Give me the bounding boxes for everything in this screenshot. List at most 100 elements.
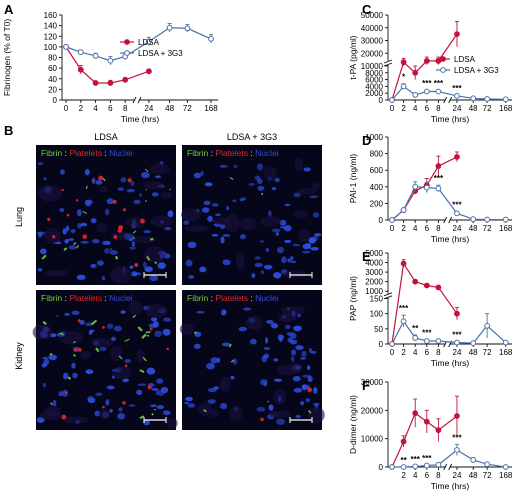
data-point bbox=[435, 88, 442, 95]
legend-label: LDSA bbox=[454, 55, 476, 64]
fibrin-stain bbox=[168, 188, 171, 191]
nucleus-stain bbox=[129, 265, 134, 269]
y-axis-label: Fibrinogen (% of T0) bbox=[2, 19, 12, 96]
nucleus-stain bbox=[106, 198, 115, 205]
y-tick-label: 5000 bbox=[365, 249, 383, 258]
nucleus-stain bbox=[68, 238, 74, 241]
nucleus-stain bbox=[263, 346, 271, 351]
x-tick-label: 4 bbox=[413, 348, 418, 357]
x-tick-label: 4 bbox=[93, 104, 98, 113]
x-tick-label: 8 bbox=[436, 104, 441, 113]
x-tick-label: 8 bbox=[123, 104, 128, 113]
platelet-stain bbox=[73, 348, 78, 352]
nucleus-stain bbox=[164, 226, 172, 231]
data-point bbox=[63, 43, 69, 50]
tissue-shading bbox=[136, 349, 145, 363]
nucleus-stain bbox=[97, 260, 104, 266]
significance-mark: *** bbox=[452, 201, 462, 210]
y-axis-break-mark bbox=[383, 59, 393, 64]
data-point bbox=[208, 36, 214, 42]
nucleus-stain bbox=[138, 193, 143, 197]
data-point bbox=[470, 457, 477, 463]
fibrin-stain bbox=[72, 353, 77, 357]
fibrin-stain bbox=[124, 338, 130, 342]
legend-label: LDSA + 3G3 bbox=[138, 49, 183, 58]
data-point bbox=[484, 216, 491, 223]
nucleus-stain bbox=[99, 346, 107, 352]
y-tick-label: 20000 bbox=[361, 406, 384, 415]
fibrin-stain bbox=[118, 355, 123, 360]
series-ldsa-3g3 bbox=[63, 23, 214, 65]
nucleus-stain bbox=[260, 270, 265, 274]
nucleus-stain bbox=[276, 418, 286, 425]
fibrin-stain bbox=[193, 331, 197, 335]
significance-mark: *** bbox=[411, 455, 421, 464]
data-point bbox=[435, 163, 442, 169]
x-tick-label: 48 bbox=[469, 471, 478, 480]
data-point bbox=[454, 93, 460, 99]
nucleus-stain bbox=[37, 162, 44, 166]
x-tick-label: 24 bbox=[144, 104, 153, 113]
nucleus-stain bbox=[279, 225, 287, 229]
data-point bbox=[502, 96, 509, 103]
fibrin-stain bbox=[203, 409, 207, 413]
stain-legend-item: : bbox=[248, 293, 255, 303]
nucleus-stain bbox=[216, 357, 221, 363]
x-tick-label: 4 bbox=[413, 104, 418, 113]
data-point bbox=[400, 59, 407, 66]
data-point bbox=[423, 282, 430, 289]
nucleus-stain bbox=[199, 266, 207, 273]
y-tick-label: 3000 bbox=[365, 268, 383, 277]
data-point bbox=[400, 318, 407, 325]
nucleus-stain bbox=[301, 350, 307, 357]
series-line bbox=[391, 412, 458, 468]
panel-label: C bbox=[362, 2, 372, 17]
fibrin-stain bbox=[95, 347, 100, 353]
nucleus-stain bbox=[58, 391, 64, 397]
fibrin-stain bbox=[146, 334, 150, 337]
stain-legend-item: Fibrin bbox=[41, 148, 63, 158]
x-axis-label: Time (hrs) bbox=[431, 234, 470, 244]
nucleus-stain bbox=[279, 219, 287, 226]
x-tick-label: 6 bbox=[425, 471, 430, 480]
x-tick-label: 72 bbox=[183, 104, 192, 113]
nucleus-stain bbox=[72, 372, 78, 379]
nucleus-stain bbox=[156, 405, 165, 410]
tissue-shading bbox=[311, 182, 320, 191]
fibrin-stain bbox=[49, 352, 53, 356]
nucleus-stain bbox=[71, 362, 76, 369]
data-point bbox=[502, 216, 509, 223]
stain-legend-item: Platelets bbox=[69, 148, 102, 158]
nucleus-stain bbox=[120, 177, 127, 183]
nucleus-stain bbox=[219, 223, 226, 230]
x-axis-break-gap bbox=[445, 217, 450, 223]
nucleus-stain bbox=[42, 382, 47, 388]
fibrin-stain bbox=[132, 314, 137, 319]
nucleus-stain bbox=[276, 246, 285, 254]
x-tick-label: 2 bbox=[401, 104, 406, 113]
x-axis-label: Time (hrs) bbox=[431, 358, 470, 368]
x-tick-label: 24 bbox=[453, 104, 462, 113]
fibrin-stain bbox=[90, 319, 98, 326]
tissue-shading bbox=[143, 246, 165, 264]
nucleus-stain bbox=[106, 323, 114, 329]
nucleus-stain bbox=[120, 310, 126, 314]
nucleus-stain bbox=[130, 180, 135, 187]
data-point bbox=[107, 57, 114, 64]
platelet-stain bbox=[75, 199, 79, 202]
nucleus-stain bbox=[80, 240, 89, 244]
platelet-stain bbox=[149, 327, 153, 331]
nucleus-stain bbox=[118, 407, 123, 412]
fibrin-stain bbox=[139, 369, 145, 373]
x-axis-label: Time (hrs) bbox=[431, 114, 470, 124]
nucleus-stain bbox=[271, 187, 277, 191]
nucleus-stain bbox=[95, 179, 103, 185]
nucleus-stain bbox=[137, 383, 147, 387]
nucleus-stain bbox=[154, 330, 162, 338]
tissue-shading bbox=[291, 362, 302, 374]
nucleus-stain bbox=[37, 268, 43, 272]
nucleus-stain bbox=[285, 324, 291, 330]
stain-legend-item: Nuclei bbox=[255, 148, 279, 158]
nucleus-stain bbox=[59, 207, 65, 213]
nucleus-stain bbox=[117, 187, 125, 191]
